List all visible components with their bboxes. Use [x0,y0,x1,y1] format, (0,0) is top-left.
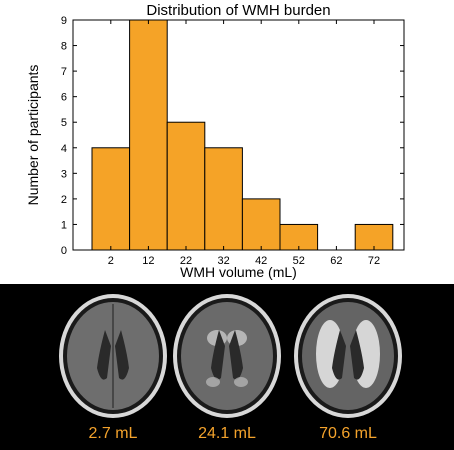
bar-52 [279,223,319,251]
x-tick-label: 12 [142,255,154,267]
x-tick-label: 72 [368,255,380,267]
y-tick-label: 9 [61,15,67,27]
scan-label-medium: 24.1 mL [198,425,256,442]
y-tick-label: 8 [61,41,67,53]
x-tick-label: 2 [108,255,114,267]
bar-42 [241,198,281,251]
y-tick-label: 0 [61,245,67,257]
bar-2 [91,147,131,251]
scan-label-high: 70.6 mL [319,425,377,442]
mri-panel: 2.7 mL 24.1 mL 70.6 mL [0,284,454,450]
mri-scan-low [59,294,167,418]
x-tick-label: 52 [293,255,305,267]
x-tick-label: 62 [330,255,342,267]
bar-22 [166,121,206,251]
y-tick-label: 2 [61,194,67,206]
x-tick-label: 22 [180,255,192,267]
histogram-chart: 0 1 2 3 4 5 6 7 8 9 2 12 22 32 42 52 62 72 Distribution of… [25,2,405,280]
y-tick-label: 4 [61,143,67,155]
y-tick-label: 5 [61,117,67,129]
y-tick-label: 1 [61,219,67,231]
scan-label-low: 2.7 mL [88,425,138,442]
bar-12 [129,19,168,251]
x-tick-label: 42 [255,255,267,267]
y-axis-label: Number of participants [25,65,41,206]
bar-32 [204,147,243,251]
x-axis-label: WMH volume (mL) [180,264,297,280]
y-tick-label: 3 [61,168,67,180]
x-tick-label: 32 [217,255,229,267]
chart-title: Distribution of WMH burden [146,2,330,19]
y-tick-label: 7 [61,66,67,78]
y-tick-label: 6 [61,92,67,104]
mri-scan-high [294,294,402,418]
mri-scan-medium [173,294,281,418]
